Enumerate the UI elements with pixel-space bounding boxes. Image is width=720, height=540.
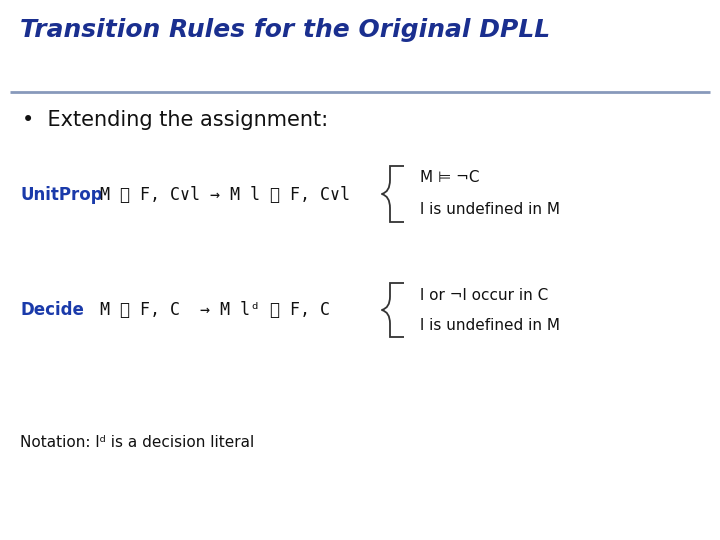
Text: M ∥ F, C∨l → M l ∥ F, C∨l: M ∥ F, C∨l → M l ∥ F, C∨l <box>100 186 350 204</box>
Text: UnitProp: UnitProp <box>20 186 103 204</box>
Text: Transition Rules for the Original DPLL: Transition Rules for the Original DPLL <box>20 18 550 42</box>
Text: M ∥ F, C  → M lᵈ ∥ F, C: M ∥ F, C → M lᵈ ∥ F, C <box>100 301 330 319</box>
Text: M ⊨ ¬C: M ⊨ ¬C <box>420 171 480 186</box>
Text: l is undefined in M: l is undefined in M <box>420 202 560 218</box>
Text: Decide: Decide <box>20 301 84 319</box>
Text: l is undefined in M: l is undefined in M <box>420 318 560 333</box>
Text: •  Extending the assignment:: • Extending the assignment: <box>22 110 328 130</box>
Text: Notation: lᵈ is a decision literal: Notation: lᵈ is a decision literal <box>20 435 254 450</box>
Text: l or ¬l occur in C: l or ¬l occur in C <box>420 287 548 302</box>
